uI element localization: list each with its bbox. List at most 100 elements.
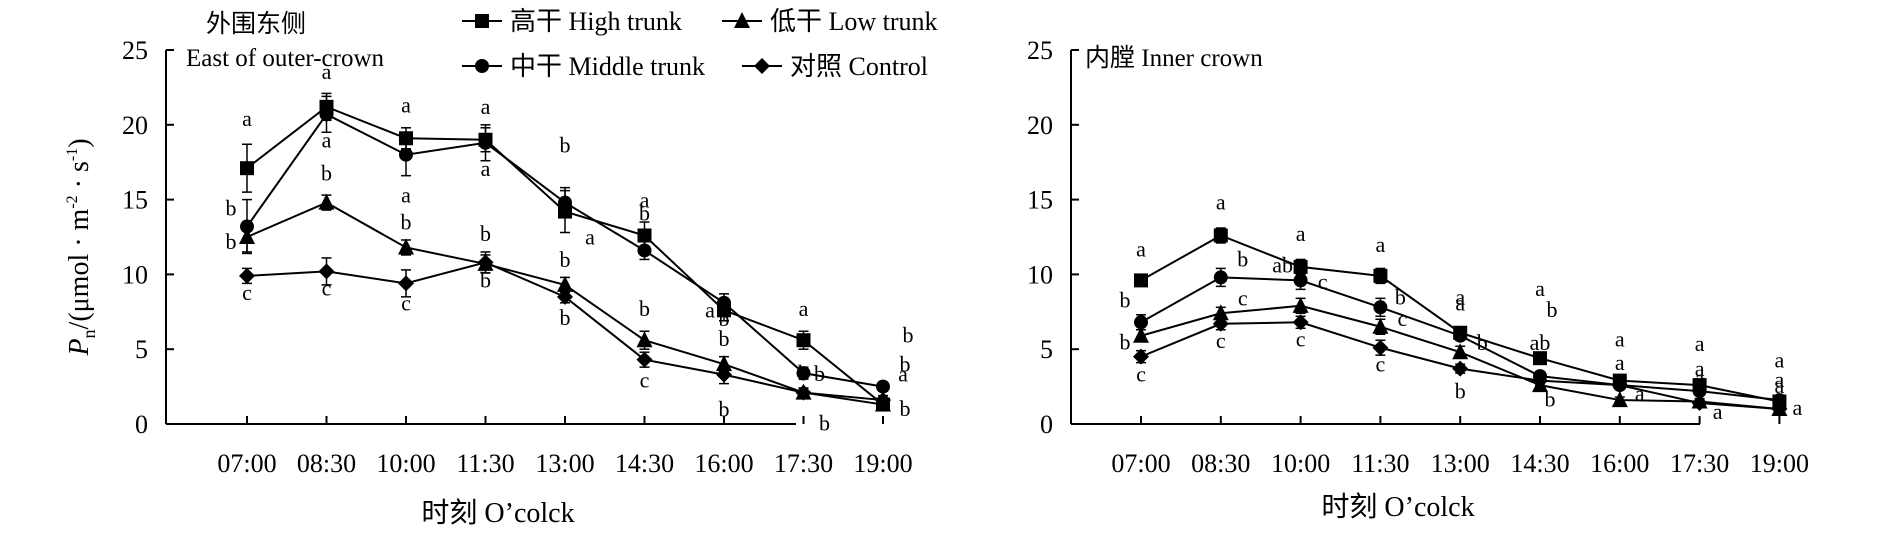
right-point-low-trunk xyxy=(1133,326,1149,343)
legend-item-low-trunk: 低干 Low trunk xyxy=(722,7,938,36)
left-point-low-trunk xyxy=(318,193,335,210)
right-x-tick-label: 16:00 xyxy=(1590,449,1649,478)
right-y-tick-label: 5 xyxy=(1040,335,1053,364)
right-sig-label-control: c xyxy=(1216,328,1226,353)
right-x-tick-label: 10:00 xyxy=(1271,449,1330,478)
left-sig-label-control: c xyxy=(401,290,411,315)
left-point-middle-trunk xyxy=(637,243,652,258)
left-point-control xyxy=(795,384,812,401)
left-x-axis-title: 时刻 O’colck xyxy=(421,497,574,529)
left-sig-label-high-trunk: a xyxy=(585,225,595,250)
left-point-middle-trunk xyxy=(558,195,572,210)
left-sig-label-low-trunk: b xyxy=(226,229,237,254)
left-sig-label-control: b xyxy=(719,397,730,422)
right-point-high-trunk xyxy=(1373,268,1388,283)
right-point-control xyxy=(1691,395,1708,412)
right-sig-label-high-trunk: a xyxy=(1216,190,1226,215)
left-sig-label-control: b xyxy=(798,361,809,386)
right-sig-label-middle-trunk: a xyxy=(1455,291,1465,316)
left-point-control xyxy=(557,288,573,305)
right-sig-label-low-trunk: b xyxy=(1477,330,1488,355)
right-sig-label-middle-trunk: a xyxy=(1775,367,1785,392)
right-point-control xyxy=(1372,339,1389,356)
right-y-tick-label: 25 xyxy=(1027,36,1053,65)
right-point-control xyxy=(1611,377,1628,394)
y-axis-title-subscript: n xyxy=(79,329,99,338)
right-sig-label-control: c xyxy=(1376,352,1386,377)
right-x-tick-label: 14:30 xyxy=(1510,449,1569,478)
left-sig-label-high-trunk: a xyxy=(401,92,411,117)
right-sig-label-low-trunk: c xyxy=(1398,306,1408,331)
right-x-tick-label: 19:00 xyxy=(1750,449,1809,478)
left-point-low-trunk xyxy=(398,238,414,255)
right-sig-label-high-trunk: a xyxy=(1296,221,1306,246)
right-sig-label-middle-trunk: a xyxy=(1695,356,1705,381)
right-point-middle-trunk xyxy=(1134,315,1148,330)
legend-label-low-trunk: 低干 Low trunk xyxy=(770,7,938,36)
right-point-low-trunk xyxy=(1452,343,1469,360)
right-sig-label-middle-trunk: ab xyxy=(1530,330,1551,355)
right-point-control xyxy=(1292,314,1309,331)
left-point-high-trunk xyxy=(637,228,652,243)
left-panel-subtitle: East of outer-crown xyxy=(186,45,385,72)
left-sig-label-middle-trunk: b xyxy=(814,361,825,386)
left-point-control xyxy=(239,267,255,284)
right-sig-label-middle-trunk: b xyxy=(1237,246,1248,271)
left-x-tick-label: 14:30 xyxy=(615,449,674,478)
legend-marker-square xyxy=(475,14,489,28)
left-sig-label-middle-trunk: b xyxy=(560,133,571,158)
right-point-control xyxy=(1532,372,1548,389)
right-y-tick-label: 15 xyxy=(1027,186,1053,215)
left-x-tick-label: 08:30 xyxy=(297,449,356,478)
left-sig-label-middle-trunk: a xyxy=(401,183,411,208)
right-panel-title: 内膛 Inner crown xyxy=(1085,44,1263,72)
right-point-middle-trunk xyxy=(1692,384,1707,399)
left-sig-label-low-trunk: b xyxy=(321,161,332,186)
left-point-low-trunk xyxy=(716,355,732,372)
right-point-high-trunk xyxy=(1533,351,1547,366)
right-point-high-trunk xyxy=(1213,228,1228,243)
right-y-tick-label: 10 xyxy=(1027,260,1053,289)
right-point-middle-trunk xyxy=(1453,328,1468,343)
left-sig-label-high-trunk: a xyxy=(705,297,715,322)
right-sig-label-control: a xyxy=(1635,381,1645,406)
left-sig-label-low-trunk: b xyxy=(639,296,650,321)
left-point-high-trunk xyxy=(240,161,254,176)
right-x-tick-label: 08:30 xyxy=(1191,449,1250,478)
left-y-tick-label: 25 xyxy=(122,36,148,65)
left-sig-label-low-trunk: b xyxy=(480,221,491,246)
right-x-tick-label: 11:30 xyxy=(1351,449,1409,478)
legend-marker-diamond xyxy=(754,58,770,74)
right-sig-label-high-trunk: a xyxy=(1455,285,1465,310)
left-sig-label-middle-trunk: a xyxy=(898,362,908,387)
left-y-tick-label: 0 xyxy=(135,410,148,439)
right-point-control xyxy=(1212,315,1229,332)
right-sig-label-middle-trunk: a xyxy=(1615,350,1625,375)
left-x-tick-label: 10:00 xyxy=(376,449,435,478)
left-sig-label-control: b xyxy=(560,305,571,330)
left-sig-label-high-trunk: b xyxy=(903,323,914,348)
right-sig-label-middle-trunk: b xyxy=(1395,284,1406,309)
left-sig-label-low-trunk: b xyxy=(560,247,571,272)
left-panel-title: 外围东侧 xyxy=(206,10,306,38)
right-sig-label-control: b xyxy=(1455,379,1466,404)
right-sig-label-high-trunk: a xyxy=(1136,236,1146,261)
right-y-tick-label: 20 xyxy=(1027,111,1053,140)
legend-label-high-trunk: 高干 High trunk xyxy=(510,7,682,36)
left-x-tick-label: 13:00 xyxy=(535,449,594,478)
left-sig-label-control: c xyxy=(242,280,252,305)
left-y-tick-label: 10 xyxy=(122,260,148,289)
left-point-middle-trunk xyxy=(478,135,493,150)
right-sig-label-low-trunk: c xyxy=(1238,285,1248,310)
y-axis-title-symbol: P xyxy=(64,338,95,356)
left-sig-label-middle-trunk: b xyxy=(639,200,650,225)
left-sig-label-control: c xyxy=(322,275,332,300)
left-point-middle-trunk xyxy=(876,379,890,394)
right-x-tick-label: 07:00 xyxy=(1111,449,1170,478)
right-panel-plot: 0 5 10 15 20 25 07:00 08:30 10:00 11:30 13:00 14:30… xyxy=(1027,36,1809,478)
right-sig-label-control: a xyxy=(1793,395,1803,420)
right-point-low-trunk xyxy=(1611,391,1628,408)
left-sig-label-high-trunk: a xyxy=(322,59,332,84)
left-point-middle-trunk xyxy=(717,295,731,310)
right-point-middle-trunk xyxy=(1373,300,1388,315)
